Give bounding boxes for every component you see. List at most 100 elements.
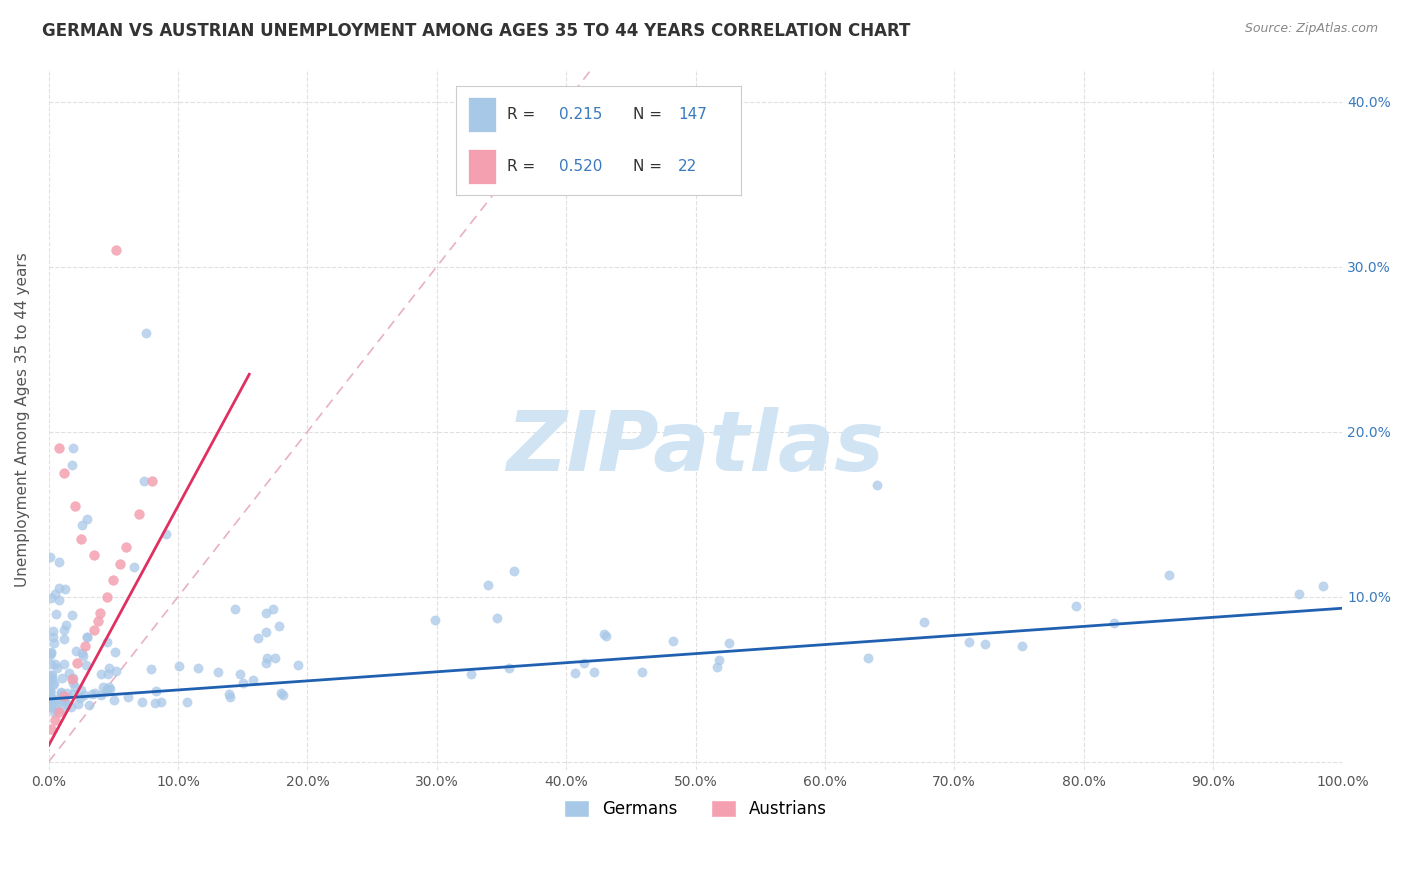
Point [218, 690, 240, 705]
Point [52, 693, 75, 707]
Point [60, 672, 83, 686]
Point [76, 630, 98, 644]
Point [42, 636, 65, 650]
Point [48, 705, 70, 719]
Point [117, 690, 139, 704]
Point [105, 664, 128, 678]
Point [218, 687, 240, 701]
Point [90, 666, 112, 681]
Point [55, 618, 77, 632]
Point [176, 695, 198, 709]
Point [45, 661, 67, 675]
Point [39, 683, 62, 698]
Point [55, 686, 77, 700]
Point [41, 722, 63, 736]
Point [49, 686, 72, 700]
Point [974, 637, 997, 651]
Point [39, 591, 62, 606]
Point [232, 676, 254, 690]
Point [242, 673, 264, 687]
Point [131, 695, 153, 709]
Point [69, 690, 91, 705]
Point [718, 636, 741, 650]
Point [1157, 567, 1180, 582]
Point [145, 684, 167, 698]
Point [70, 682, 93, 697]
Point [51, 702, 73, 716]
Point [55, 698, 77, 712]
Point [39, 684, 62, 698]
Point [564, 665, 586, 680]
Point [229, 667, 252, 681]
Point [44, 696, 66, 710]
Point [503, 564, 526, 578]
Point [41, 657, 63, 672]
Point [122, 560, 145, 574]
Point [593, 627, 616, 641]
Point [42, 624, 65, 638]
Point [706, 660, 728, 674]
Point [631, 665, 654, 680]
Point [73, 639, 96, 653]
Point [572, 657, 595, 671]
Point [97, 666, 120, 681]
Point [48, 581, 70, 595]
Point [46, 694, 69, 708]
Text: GERMAN VS AUSTRIAN UNEMPLOYMENT AMONG AGES 35 TO 44 YEARS CORRELATION CHART: GERMAN VS AUSTRIAN UNEMPLOYMENT AMONG AG… [42, 22, 911, 40]
Point [254, 606, 277, 620]
Point [41, 645, 63, 659]
Point [39, 673, 62, 687]
Point [143, 696, 166, 710]
Point [51, 688, 73, 702]
Point [104, 644, 127, 658]
Point [46, 692, 69, 706]
Point [425, 614, 447, 628]
Point [44, 587, 66, 601]
Point [45, 703, 67, 717]
Point [53, 582, 76, 596]
Point [48, 555, 70, 569]
Point [70, 532, 93, 546]
Point [62, 441, 84, 455]
Point [96, 590, 118, 604]
Point [66, 697, 89, 711]
Point [139, 662, 162, 676]
Point [134, 474, 156, 488]
Point [41, 691, 63, 706]
Legend: Germans, Austrians: Germans, Austrians [557, 793, 834, 825]
Point [52, 632, 75, 647]
Point [39, 691, 62, 706]
Point [224, 602, 246, 616]
Point [82, 687, 104, 701]
Point [207, 665, 229, 679]
Point [149, 695, 172, 709]
Point [254, 657, 277, 671]
Point [1011, 639, 1033, 653]
Point [98, 680, 121, 694]
Point [62, 676, 84, 690]
Point [41, 678, 63, 692]
Point [45, 607, 67, 622]
Point [42, 705, 65, 719]
Point [62, 671, 84, 685]
Point [256, 651, 278, 665]
Point [103, 573, 125, 587]
Point [477, 578, 499, 592]
Point [39, 668, 62, 682]
Y-axis label: Unemployment Among Ages 35 to 44 years: Unemployment Among Ages 35 to 44 years [15, 252, 30, 587]
Point [155, 526, 177, 541]
Point [83, 549, 105, 563]
Point [595, 629, 617, 643]
Point [39, 686, 62, 700]
Point [1288, 586, 1310, 600]
Point [141, 474, 163, 488]
Point [58, 665, 80, 680]
Point [60, 699, 83, 714]
Point [52, 624, 75, 638]
Point [39, 550, 62, 565]
Point [866, 478, 889, 492]
Point [83, 623, 105, 637]
Point [662, 634, 685, 648]
Point [128, 507, 150, 521]
Point [167, 658, 190, 673]
